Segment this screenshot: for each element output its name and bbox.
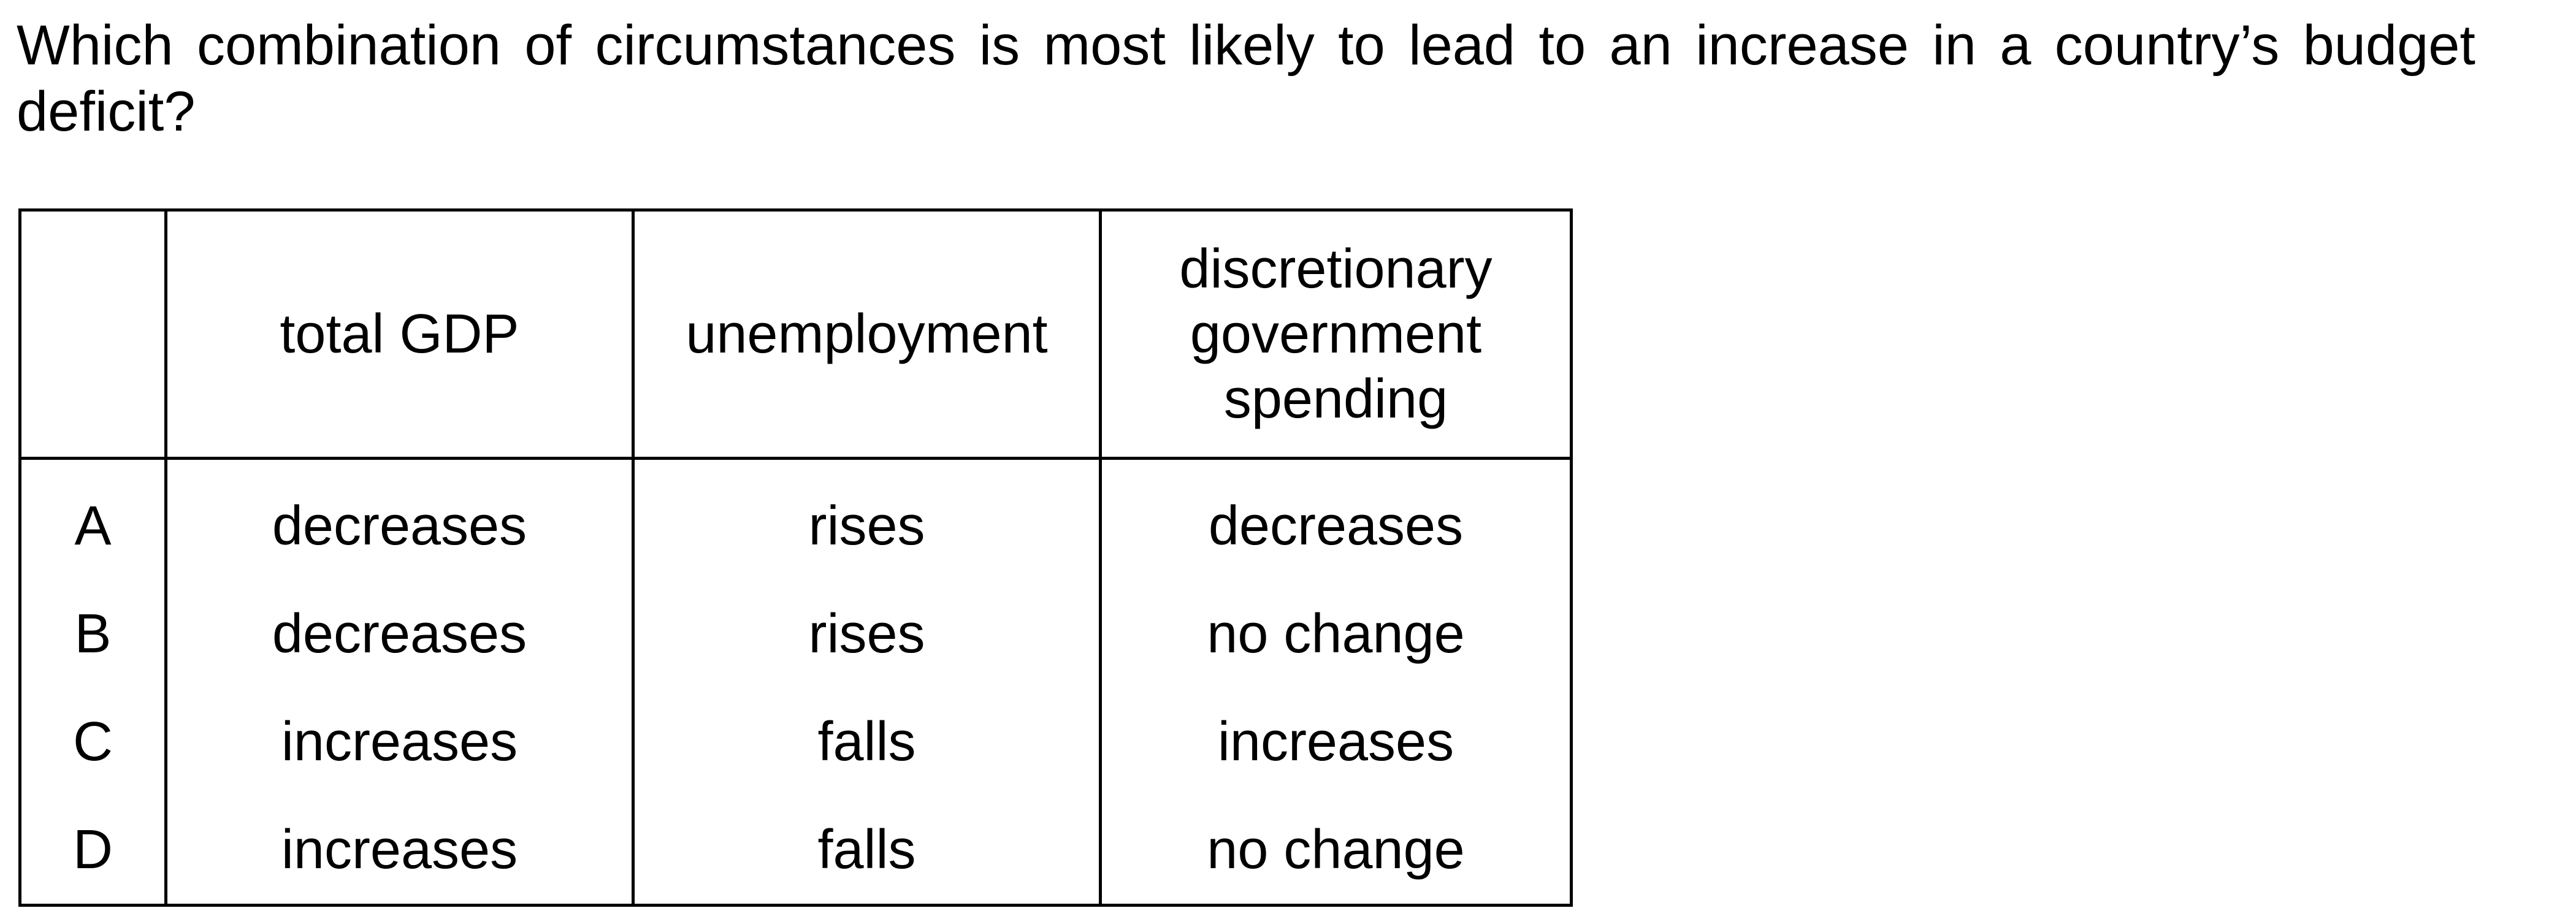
- option-letter: A: [18, 458, 167, 580]
- gdp-cell: decreases: [164, 580, 635, 688]
- unemployment-cell: rises: [632, 458, 1102, 580]
- question-text: Which combination of circumstances is mo…: [17, 14, 2475, 143]
- header-unemployment: unemployment: [632, 208, 1102, 460]
- spending-cell: no change: [1099, 796, 1573, 907]
- unemployment-cell: rises: [632, 580, 1102, 688]
- option-letter: B: [18, 580, 167, 688]
- table-row: C increases falls increases: [18, 688, 1573, 796]
- spending-cell: decreases: [1099, 458, 1573, 580]
- unemployment-cell: falls: [632, 796, 1102, 907]
- spending-cell: increases: [1099, 688, 1573, 796]
- gdp-cell: increases: [164, 688, 635, 796]
- table-row: B decreases rises no change: [18, 580, 1573, 688]
- answer-options-table: total GDP unemployment discretionary gov…: [18, 208, 1573, 907]
- gdp-cell: decreases: [164, 458, 635, 580]
- header-option: [18, 208, 167, 460]
- unemployment-cell: falls: [632, 688, 1102, 796]
- header-discretionary-spending: discretionary government spending: [1099, 208, 1573, 460]
- option-letter: C: [18, 688, 167, 796]
- header-total-gdp: total GDP: [164, 208, 635, 460]
- spending-cell: no change: [1099, 580, 1573, 688]
- option-letter: D: [18, 796, 167, 907]
- table-header-row: total GDP unemployment discretionary gov…: [18, 208, 1573, 460]
- table-row: D increases falls no change: [18, 796, 1573, 907]
- table-row: A decreases rises decreases: [18, 458, 1573, 580]
- gdp-cell: increases: [164, 796, 635, 907]
